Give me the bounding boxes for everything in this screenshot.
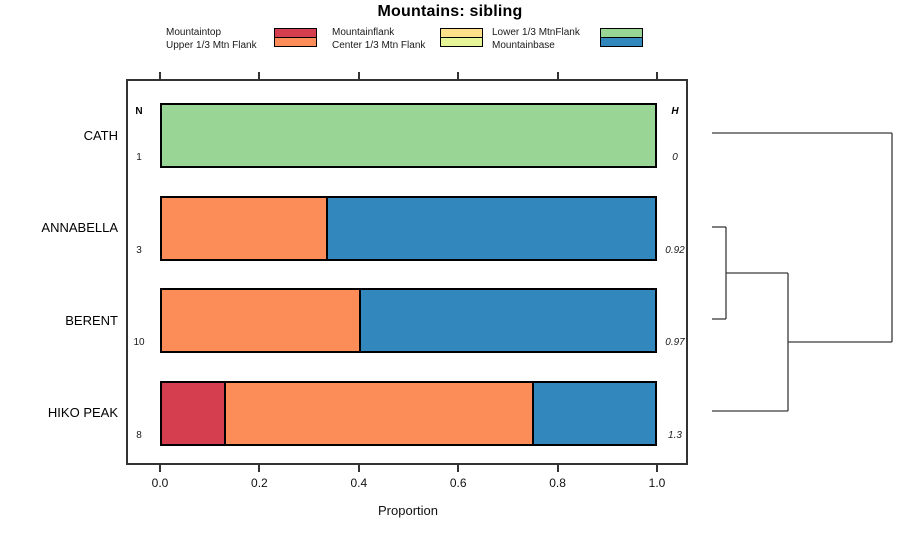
x-tick-label: 0.4 <box>350 476 368 490</box>
x-tick-label: 0.8 <box>549 476 566 490</box>
n-value: 1 <box>136 152 142 163</box>
bar-row <box>160 288 657 353</box>
legend-swatch <box>600 37 643 47</box>
x-tick-bottom <box>457 465 460 472</box>
legend-label: Mountaintop <box>166 27 222 38</box>
n-value: 10 <box>133 337 145 348</box>
x-tick-bottom <box>258 465 261 472</box>
legend-label: Mountainbase <box>492 40 555 51</box>
legend-label: Center 1/3 Mtn Flank <box>332 40 426 51</box>
legend-column: Mountainflank Center 1/3 Mtn Flank <box>332 26 483 52</box>
n-value: 3 <box>136 244 142 256</box>
x-tick-top <box>556 72 559 79</box>
legend-swatches <box>600 28 643 47</box>
h-value: 1.3 <box>668 429 682 441</box>
x-tick-top <box>656 72 658 79</box>
bar-segment <box>223 382 532 444</box>
h-value: 0.92 <box>665 244 685 256</box>
category-label: CATH <box>83 127 118 143</box>
x-tick-top <box>159 72 161 79</box>
legend-column: Lower 1/3 MtnFlank Mountainbase <box>492 26 643 52</box>
bar-segment <box>162 382 224 444</box>
x-tick-label: 0.2 <box>251 476 268 490</box>
x-tick-label: 0.6 <box>449 476 467 490</box>
h-value: 0.97 <box>665 337 685 348</box>
x-tick-bottom <box>656 465 658 472</box>
bar-segment <box>162 197 327 259</box>
bar-segment <box>359 290 655 351</box>
bar-segment <box>326 197 655 259</box>
bar-segment <box>162 290 360 351</box>
x-axis-label: Proportion <box>378 503 438 518</box>
x-tick-top <box>357 72 360 79</box>
bar-row <box>160 103 657 168</box>
x-tick-bottom <box>357 465 360 472</box>
legend-label: Mountainflank <box>332 27 395 38</box>
legend-column: Mountaintop Upper 1/3 Mtn Flank <box>166 26 317 52</box>
x-tick-top <box>258 72 261 79</box>
h-value: 0 <box>672 152 678 163</box>
n-column-header: N <box>135 106 143 117</box>
x-tick-label: 1.0 <box>648 476 666 490</box>
chart-title: Mountains: sibling <box>377 3 523 20</box>
h-column-header: H <box>671 106 679 117</box>
bar-segment <box>531 382 655 444</box>
category-label: HIKO PEAK <box>47 405 118 420</box>
bar-segment <box>162 105 655 166</box>
legend-labels: Lower 1/3 MtnFlank Mountainbase <box>492 26 600 52</box>
legend-swatch <box>440 37 483 47</box>
x-tick-bottom <box>556 465 559 472</box>
legend-label: Lower 1/3 MtnFlank <box>492 27 580 38</box>
legend-labels: Mountaintop Upper 1/3 Mtn Flank <box>166 26 274 52</box>
bar-row <box>160 195 657 261</box>
x-tick-label: 0.0 <box>151 476 169 490</box>
legend-swatches <box>440 28 483 47</box>
x-tick-top <box>457 72 460 79</box>
n-value: 8 <box>136 429 142 441</box>
legend-swatches <box>274 28 317 47</box>
category-label: BERENT <box>65 312 118 328</box>
category-label: ANNABELLA <box>41 220 118 235</box>
legend-label: Upper 1/3 Mtn Flank <box>166 40 257 51</box>
legend-swatch <box>274 37 317 47</box>
legend-labels: Mountainflank Center 1/3 Mtn Flank <box>332 26 440 52</box>
x-tick-bottom <box>159 465 161 472</box>
bar-row <box>160 380 657 446</box>
